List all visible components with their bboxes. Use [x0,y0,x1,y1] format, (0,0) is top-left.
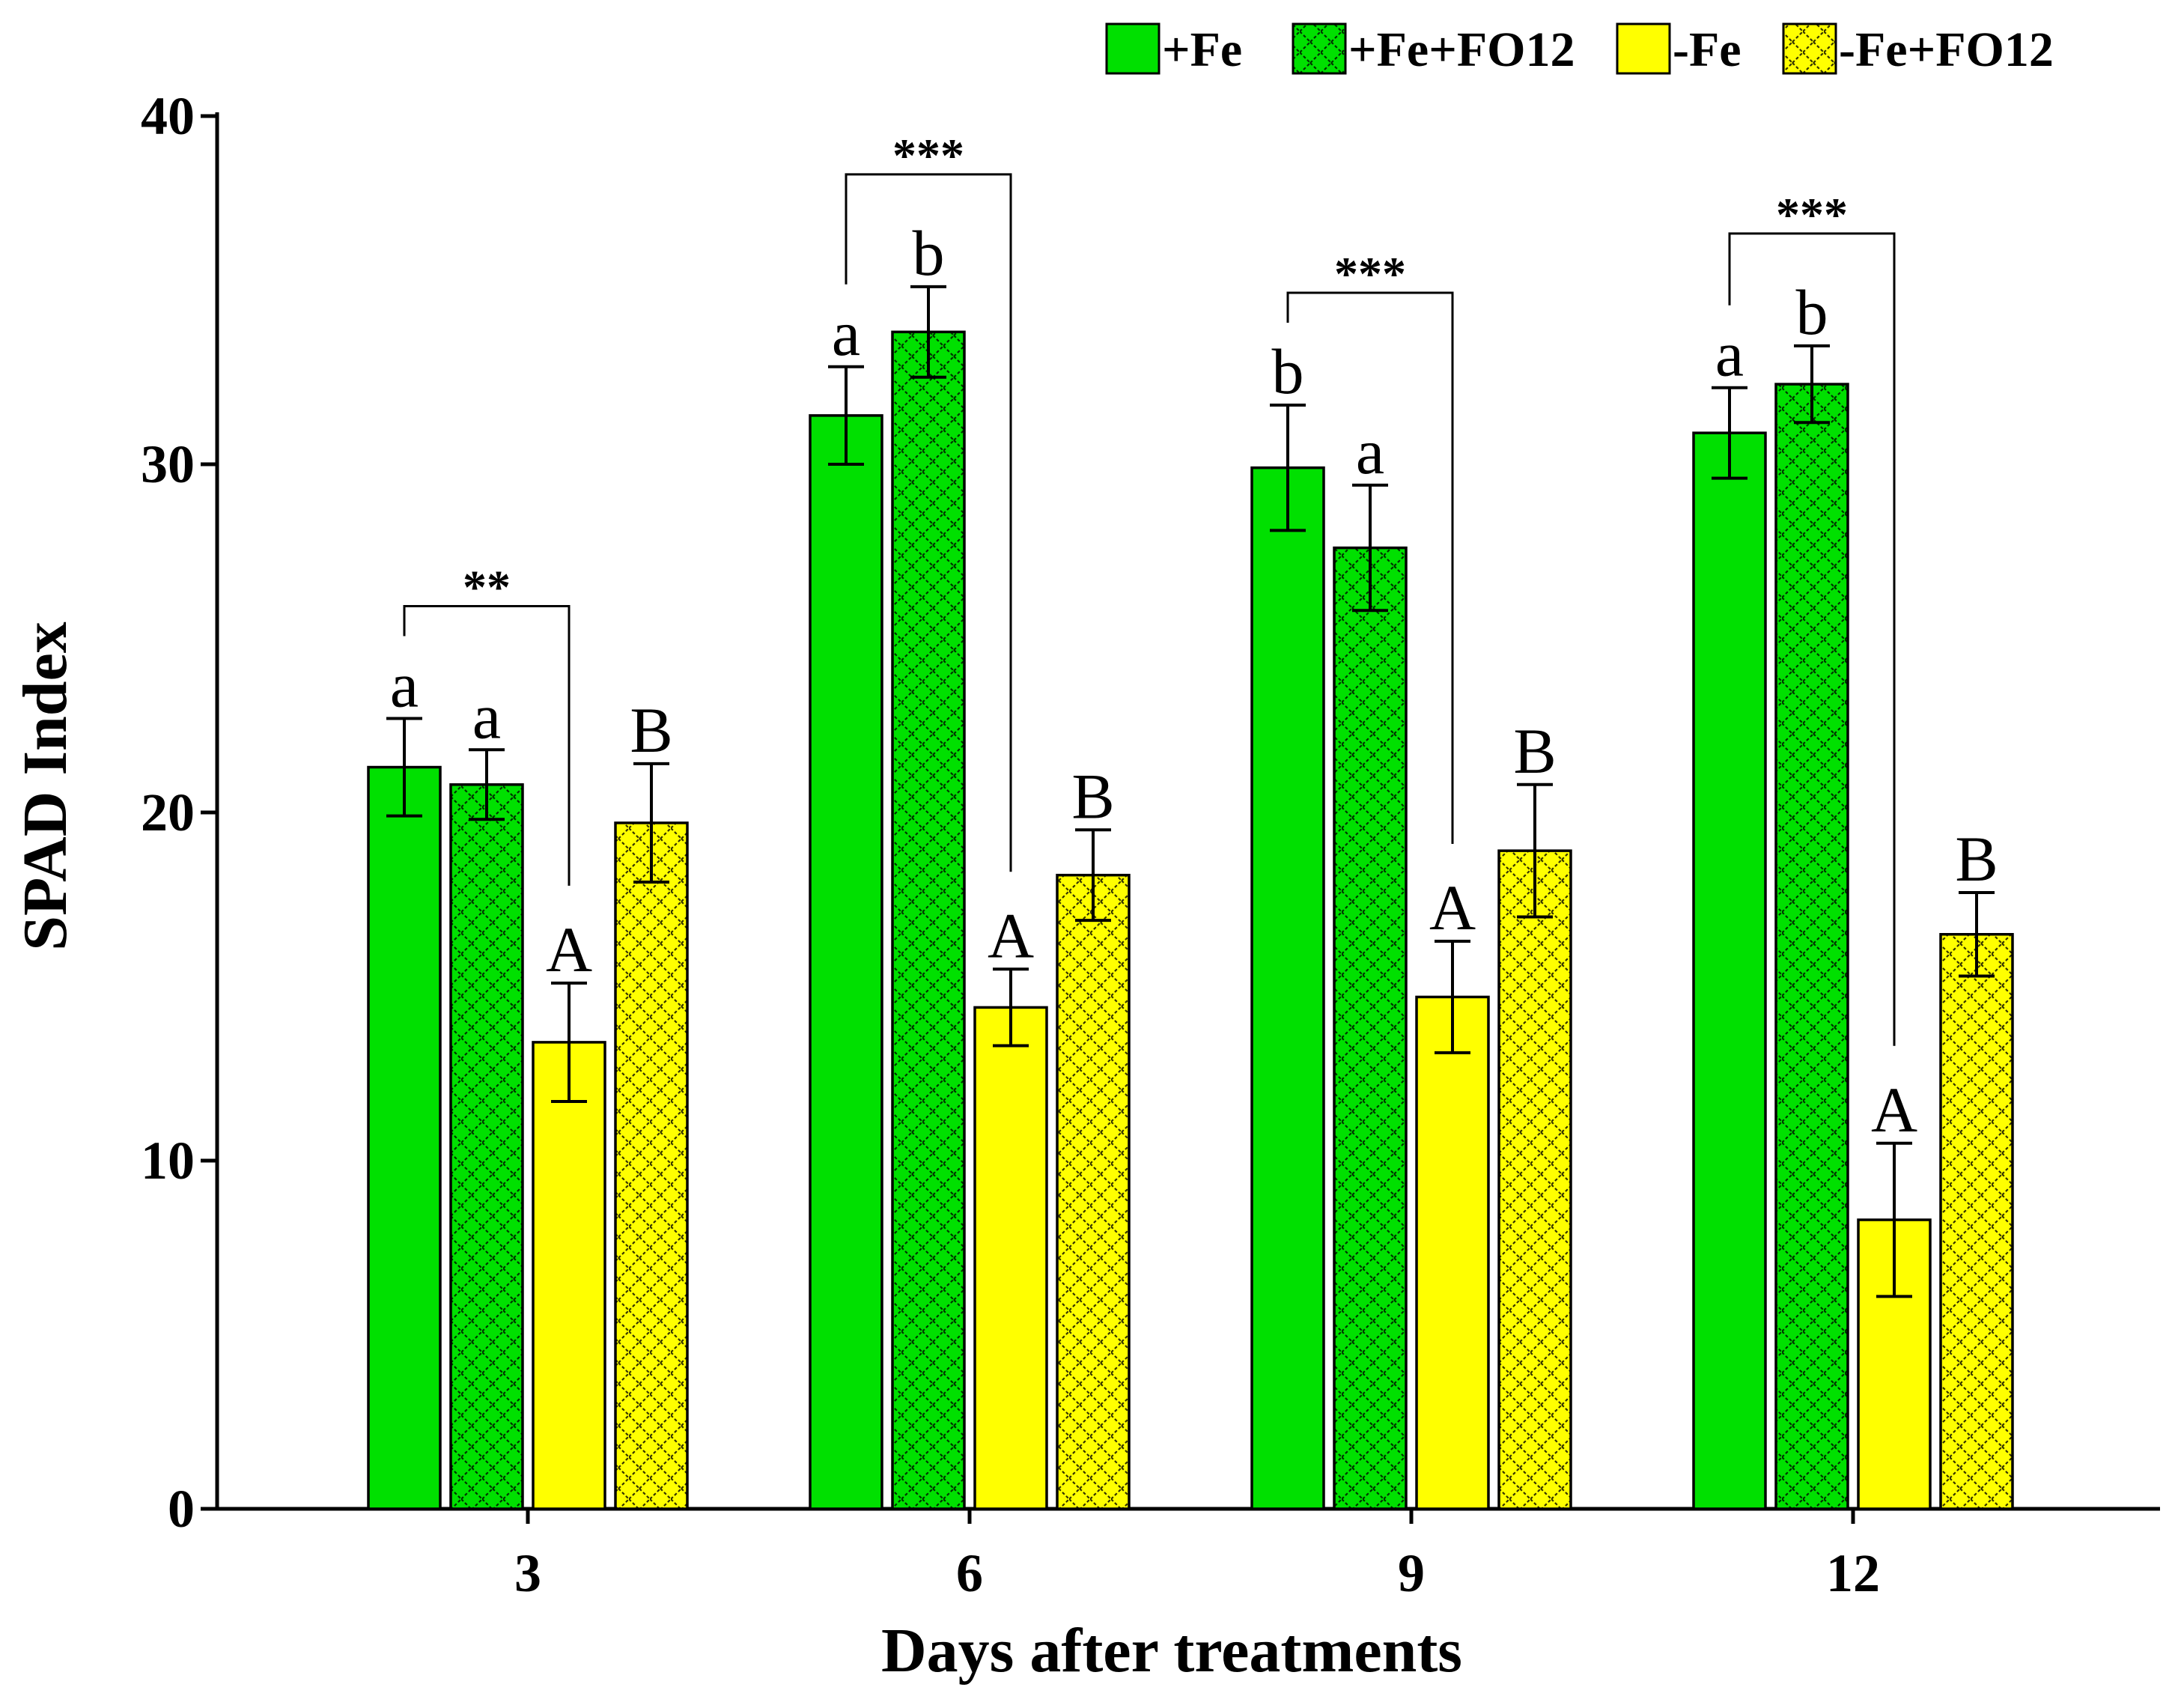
significance-bracket [845,173,1012,872]
significance-letter: B [1955,823,1998,895]
significance-letter: B [630,694,672,766]
y-tick-label: 40 [141,86,195,146]
x-axis-title: Days after treatments [881,1616,1462,1686]
y-axis-title: SPAD Index [10,621,80,951]
bar [449,783,524,1510]
bar [1333,546,1408,1510]
bar [367,765,442,1510]
significance-letter: A [988,899,1034,971]
significance-stars: *** [1334,247,1406,300]
significance-bracket [1286,291,1454,845]
significance-bracket [1728,232,1896,1046]
y-ticks: 0 10 20 30 40 [141,86,217,1539]
significance-letter: A [1429,872,1476,943]
significance-stars: ** [463,560,511,613]
significance-letter: B [1071,760,1114,832]
significance-letter: b [913,217,945,289]
significance-letter: B [1513,715,1556,787]
y-tick-label: 10 [141,1131,195,1191]
legend-label: -Fe [1673,22,1741,77]
significance-letter: a [472,680,501,752]
significance-stars: *** [1776,188,1848,241]
x-tick-label: 6 [956,1543,983,1603]
significance-letter: A [546,914,592,985]
legend: +Fe +Fe+FO12 -Fe -Fe+FO12 [1105,22,2054,77]
significance-letter: b [1272,335,1304,407]
significance-stars: *** [892,129,964,182]
significance-brackets: *********** [403,129,1896,1046]
bar [1497,849,1572,1510]
x-tick-label: 3 [514,1543,541,1603]
bar [973,1006,1048,1510]
x-tick-label: 9 [1398,1543,1425,1603]
bar [1939,933,2014,1510]
bar [1250,466,1325,1510]
legend-swatch [1616,22,1671,75]
legend-swatch [1105,22,1160,75]
y-tick-label: 30 [141,434,195,494]
y-tick-label: 0 [168,1479,195,1539]
bar [891,330,966,1510]
bar [809,414,883,1510]
significance-letter: A [1871,1074,1917,1146]
significance-letter: a [390,648,419,720]
legend-swatch [1782,22,1837,75]
significance-letter: a [1715,318,1744,390]
x-tick-label: 12 [1826,1543,1880,1603]
significance-letter: b [1796,276,1828,348]
significance-letter: a [1356,416,1384,487]
x-ticks: 3 6 9 12 [514,1509,1880,1603]
bar [1056,873,1131,1510]
bar [1692,431,1767,1510]
bars [367,330,2014,1510]
legend-label: +Fe [1162,22,1242,77]
bar [1774,383,1849,1510]
legend-swatch [1292,22,1347,75]
legend-label: -Fe+FO12 [1839,22,2054,77]
y-tick-label: 20 [141,782,195,842]
bar [532,1041,606,1510]
significance-bracket [403,604,571,886]
significance-letter: a [832,297,860,369]
legend-label: +Fe+FO12 [1348,22,1575,77]
bar [614,821,689,1510]
bar [1415,995,1490,1510]
error-bars [386,285,1995,1298]
